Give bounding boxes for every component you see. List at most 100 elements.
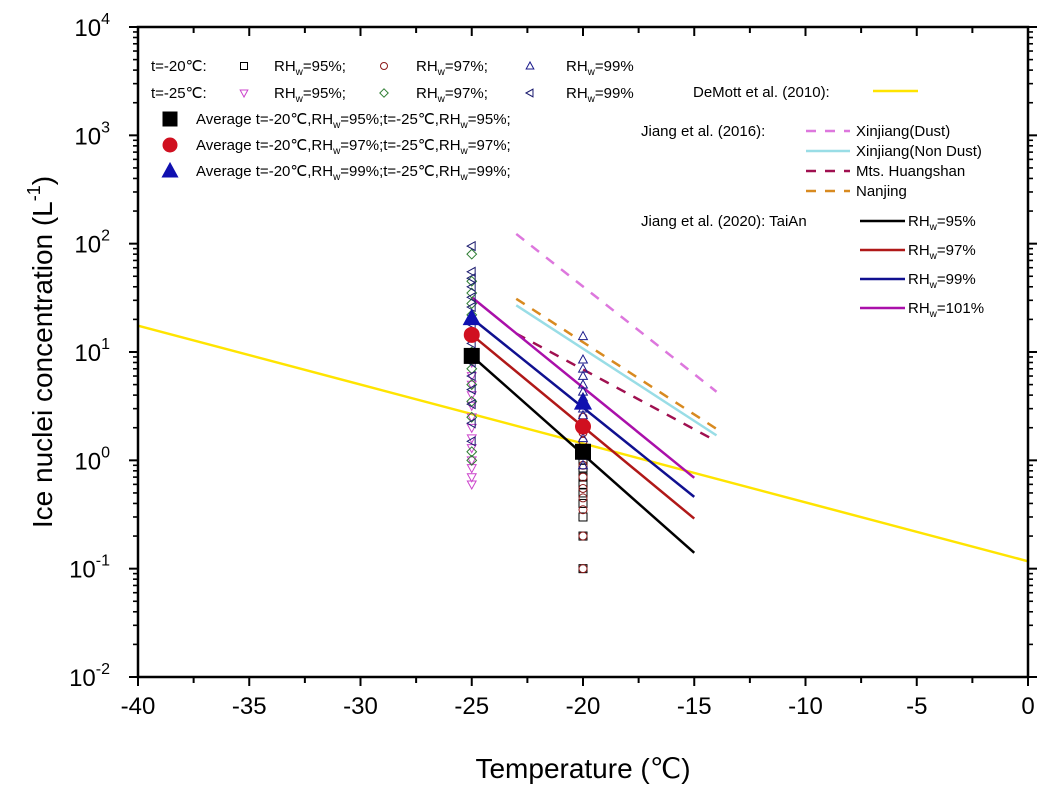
average-point xyxy=(575,443,591,460)
legend-marker xyxy=(525,60,535,70)
legend: t=-20℃: t=-25℃: RHw=95%; RHw=95%; RHw=97%; RH… xyxy=(151,58,984,320)
scatter-point xyxy=(466,272,476,284)
legend-average-label: Average t=-20℃,RHw=99%;t=-25℃,RHw=99%; xyxy=(196,163,511,183)
scatter-point xyxy=(466,301,476,313)
legend-marker xyxy=(379,88,389,98)
scatter-point xyxy=(578,564,588,574)
average-point xyxy=(573,393,593,410)
legend-average-marker xyxy=(161,161,179,178)
axes: -40 -35 -30 -25 -20 -15 -10 -5 0 104 103 102 101 100 1… xyxy=(69,11,1037,720)
legend-jiang2016-item: Mts. Huangshan xyxy=(856,163,965,180)
scatter-point xyxy=(578,479,588,489)
legend-average-label: Average t=-20℃,RHw=97%;t=-25℃,RHw=97%; xyxy=(196,137,511,157)
scatter-point xyxy=(578,488,588,498)
legend-jiang2016-item: Nanjing xyxy=(856,183,907,200)
legend-label: RHw=97%; xyxy=(416,85,488,105)
legend-jiang2016-item: Xinjiang(Non Dust) xyxy=(856,143,982,160)
legend-jiang2020-item: RHw=97% xyxy=(908,242,976,262)
legend-label: RHw=95%; xyxy=(274,85,346,105)
x-tick-label: -15 xyxy=(677,693,712,720)
legend-label: RHw=95%; xyxy=(274,58,346,78)
scatter-point xyxy=(466,380,477,391)
scatter-point xyxy=(577,459,589,470)
scatter-point xyxy=(466,411,478,423)
legend-label: RHw=99% xyxy=(566,58,634,78)
scatter-point xyxy=(466,248,478,260)
x-tick-label: 0 xyxy=(1021,693,1034,720)
x-tick-label: -5 xyxy=(906,693,927,720)
scatter-point xyxy=(578,493,588,503)
scatter-point xyxy=(578,498,588,508)
scatter-point xyxy=(466,417,476,429)
average-point xyxy=(575,418,591,435)
y-tick-label: 104 xyxy=(74,11,110,42)
scatter-point xyxy=(578,505,588,515)
legend-marker xyxy=(240,62,248,70)
x-tick-label: -20 xyxy=(566,693,601,720)
y-tick-label: 10-1 xyxy=(69,553,110,584)
legend-jiang2020-label: Jiang et al. (2020): TaiAn xyxy=(641,213,807,230)
scatter-point xyxy=(466,372,477,382)
legend-jiang2020-item: RHw=101% xyxy=(908,300,984,320)
legend-jiang2016-label: Jiang et al. (2016): xyxy=(641,123,765,140)
scatter-point xyxy=(466,413,477,423)
y-tick-label: 10-2 xyxy=(69,661,110,692)
legend-label: RHw=99% xyxy=(566,85,634,105)
y-tick-label: 101 xyxy=(74,336,110,367)
scatter-point xyxy=(578,483,588,493)
y-tick-label: 103 xyxy=(74,119,110,150)
scatter-point xyxy=(466,436,476,447)
scatter-point xyxy=(466,384,476,395)
legend-jiang2016-item: Xinjiang(Dust) xyxy=(856,123,950,140)
x-tick-label: -40 xyxy=(121,693,156,720)
legend-jiang2020-item: RHw=99% xyxy=(908,271,976,291)
x-tick-label: -30 xyxy=(343,693,378,720)
scatter-point xyxy=(577,354,589,364)
average-point xyxy=(463,326,480,343)
scatter-point xyxy=(466,281,476,293)
y-axis-title: Ice nuclei concentration (L-1) xyxy=(24,176,58,528)
legend-marker xyxy=(380,62,388,70)
x-tick-label: -35 xyxy=(232,693,267,720)
legend-row1-prefix: t=-20℃: xyxy=(151,58,207,75)
x-tick-label: -10 xyxy=(788,693,823,720)
scatter-point xyxy=(466,446,478,458)
x-tick-label: -25 xyxy=(454,693,489,720)
scatter-point xyxy=(466,266,476,278)
series-line-demott-et-al-2010- xyxy=(137,324,1029,563)
scatter-point xyxy=(466,473,477,483)
scatter-point xyxy=(466,379,478,391)
scatter-point xyxy=(578,472,588,482)
legend-row2-prefix: t=-25℃: xyxy=(151,85,207,102)
scatter-point xyxy=(577,432,589,443)
legend-average-label: Average t=-20℃,RHw=95%;t=-25℃,RHw=95%; xyxy=(196,111,511,131)
legend-marker xyxy=(524,88,534,98)
average-point xyxy=(462,308,481,326)
series-line-xinjiang-non-dust- xyxy=(515,304,718,437)
scatter-point xyxy=(466,454,478,466)
y-axis-title-tail: ) xyxy=(27,176,58,185)
scatter-point xyxy=(466,401,477,412)
scatter-point xyxy=(466,423,477,434)
average-point xyxy=(463,347,480,364)
scatter-point xyxy=(578,531,588,541)
legend-demott-label: DeMott et al. (2010): xyxy=(693,84,830,101)
scatter-point xyxy=(466,240,476,252)
scatter-point xyxy=(578,512,588,522)
series-line-nanjing xyxy=(515,297,718,430)
legend-label: RHw=97%; xyxy=(416,58,488,78)
y-tick-label: 102 xyxy=(74,228,110,259)
scatter-point xyxy=(577,330,589,341)
legend-jiang2020-item: RHw=95% xyxy=(908,213,976,233)
y-axis-title-sup: -1 xyxy=(24,185,44,201)
series-line-xinjiang-dust- xyxy=(515,232,718,393)
y-axis-title-main: Ice nuclei concentration (L xyxy=(27,201,58,528)
scatter-point xyxy=(466,480,477,491)
scatter-point xyxy=(466,370,476,382)
scatter-point xyxy=(466,434,477,444)
scatter-point xyxy=(466,292,476,303)
legend-average-marker xyxy=(162,137,178,153)
legend-marker xyxy=(239,89,249,99)
y-tick-label: 100 xyxy=(74,444,110,475)
